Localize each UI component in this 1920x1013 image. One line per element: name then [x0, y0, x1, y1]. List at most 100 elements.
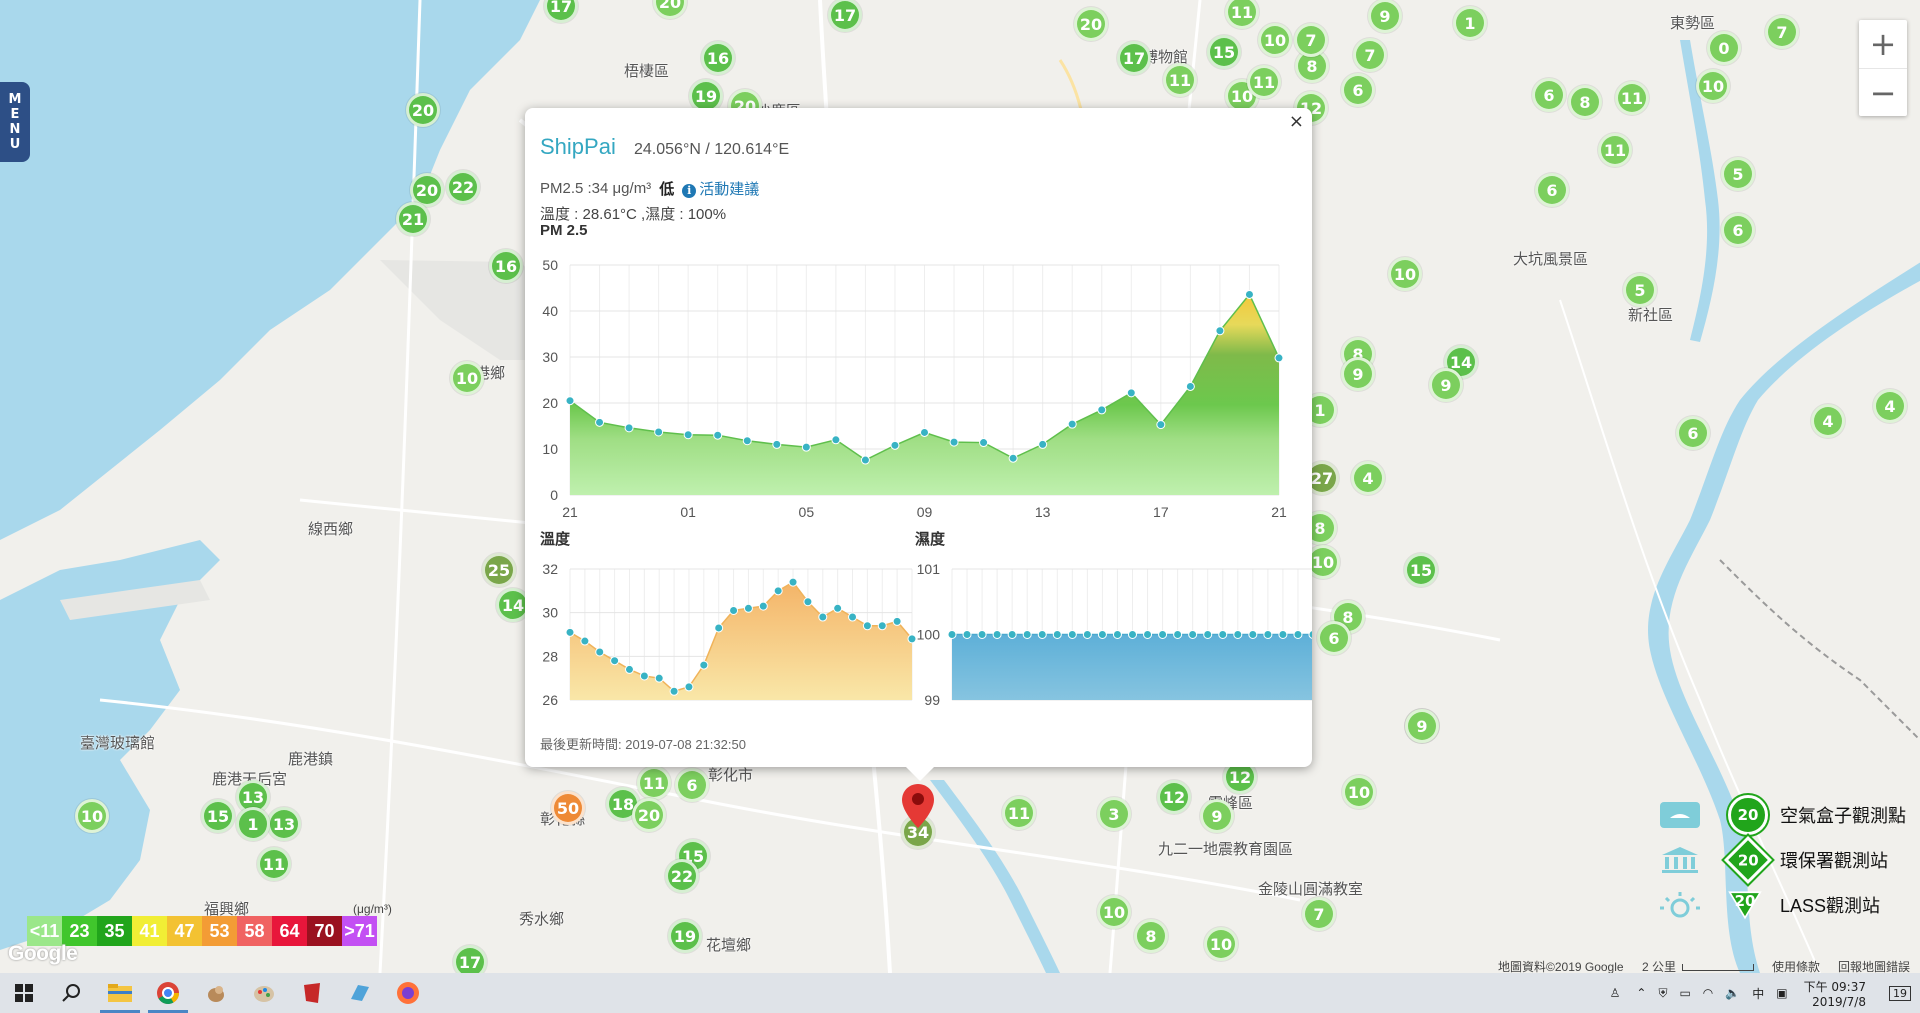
chrome-icon[interactable] [144, 973, 192, 1013]
windows-start-icon[interactable] [0, 973, 48, 1013]
file-explorer-icon[interactable] [96, 973, 144, 1013]
data-point [1067, 419, 1077, 429]
station-marker[interactable]: 20 [406, 93, 440, 127]
activity-advice-link[interactable]: i 活動建議 [682, 178, 759, 199]
station-marker[interactable]: 11 [1002, 796, 1036, 830]
station-marker[interactable]: 8 [1295, 49, 1329, 83]
station-marker[interactable]: 16 [701, 41, 735, 75]
station-marker[interactable]: 6 [1317, 621, 1351, 655]
station-marker[interactable]: 7 [1765, 15, 1799, 49]
station-marker[interactable]: 19 [668, 919, 702, 953]
zoom-out-button[interactable]: − [1859, 68, 1907, 117]
station-marker[interactable]: 13 [267, 807, 301, 841]
station-marker[interactable]: 11 [257, 847, 291, 881]
station-marker[interactable]: 17 [1117, 41, 1151, 75]
app-red-icon[interactable] [288, 973, 336, 1013]
show-hidden-icons-icon[interactable]: ⌃ [1636, 986, 1647, 1000]
station-marker[interactable]: 9 [1368, 0, 1402, 33]
station-marker[interactable]: 1 [1453, 6, 1487, 40]
station-marker[interactable]: 6 [1341, 73, 1375, 107]
station-marker[interactable]: 15 [1207, 35, 1241, 69]
station-marker[interactable]: 10 [1696, 69, 1730, 103]
station-marker[interactable]: 6 [1535, 173, 1569, 207]
close-popup-button[interactable]: × [1288, 111, 1304, 132]
station-marker[interactable]: 16 [489, 249, 523, 283]
station-marker[interactable]: 10 [1388, 257, 1422, 291]
x-tick-label: 05 [799, 504, 815, 520]
search-icon[interactable] [48, 973, 96, 1013]
station-marker[interactable]: 11 [1225, 0, 1259, 29]
station-marker[interactable]: 9 [1405, 709, 1439, 743]
action-center-icon[interactable]: 19 [1880, 985, 1920, 1001]
station-marker[interactable]: 6 [1532, 78, 1566, 112]
station-marker[interactable]: 6 [675, 768, 709, 802]
battery-icon[interactable]: ▭ [1679, 986, 1691, 1000]
station-marker[interactable]: 0 [1707, 31, 1741, 65]
station-marker[interactable]: 22 [446, 170, 480, 204]
station-marker[interactable]: 9 [1200, 799, 1234, 833]
station-marker[interactable]: 6 [1676, 416, 1710, 450]
station-marker[interactable]: 7 [1353, 38, 1387, 72]
station-marker[interactable]: 4 [1811, 404, 1845, 438]
station-marker[interactable]: 10 [75, 799, 109, 833]
station-marker[interactable]: 20 [1074, 7, 1108, 41]
station-marker[interactable]: 20 [632, 798, 666, 832]
security-icon[interactable]: ⛨ [1658, 985, 1668, 1000]
station-marker[interactable]: 8 [1134, 919, 1168, 953]
station-marker[interactable]: 21 [396, 202, 430, 236]
firefox-icon[interactable] [384, 973, 432, 1013]
station-marker[interactable]: 15 [1404, 553, 1438, 587]
station-marker[interactable]: 5 [1721, 157, 1755, 191]
report-map-error-link[interactable]: 回報地圖錯誤 [1838, 960, 1911, 974]
station-marker[interactable]: 8 [1568, 85, 1602, 119]
app-bird-icon[interactable] [192, 973, 240, 1013]
x-tick-label: 21 [562, 504, 578, 520]
temperature-chart: 26 28 30 32 [542, 561, 917, 708]
y-tick-label: 99 [924, 692, 940, 708]
station-marker[interactable]: 11 [637, 766, 671, 800]
selected-location-pin-icon[interactable] [902, 784, 934, 832]
station-marker[interactable]: 12 [1157, 780, 1191, 814]
wifi-icon[interactable]: ◠ [1702, 986, 1714, 1000]
station-marker[interactable]: 7 [1302, 897, 1336, 931]
station-marker[interactable]: 17 [828, 0, 862, 32]
station-marker[interactable]: 15 [201, 799, 235, 833]
station-marker[interactable]: 9 [1429, 368, 1463, 402]
app-blue-icon[interactable] [336, 973, 384, 1013]
station-marker[interactable]: 10 [1258, 23, 1292, 57]
menu-tab[interactable]: M E N U [0, 82, 30, 162]
station-marker[interactable]: 17 [544, 0, 578, 23]
station-marker[interactable]: 50 [551, 791, 585, 825]
clock[interactable]: 下午 09:37 2019/7/8 [1804, 978, 1866, 1009]
station-marker[interactable]: 10 [1204, 927, 1238, 961]
station-marker[interactable]: 7 [1294, 23, 1328, 57]
station-marker[interactable]: 1 [236, 807, 270, 841]
station-marker[interactable]: 4 [1873, 389, 1907, 423]
y-tick-label: 100 [917, 627, 941, 643]
station-marker[interactable]: 10 [450, 361, 484, 395]
station-marker[interactable]: 4 [1351, 461, 1385, 495]
app-paint-icon[interactable] [240, 973, 288, 1013]
ime-indicator[interactable]: 中 [1752, 986, 1765, 1001]
station-marker[interactable]: 17 [453, 945, 487, 973]
station-marker[interactable]: 14 [496, 588, 530, 622]
station-marker[interactable]: 3 [1097, 797, 1131, 831]
station-marker[interactable]: 25 [482, 553, 516, 587]
input-method-icon[interactable]: ▣ [1776, 986, 1788, 1000]
data-point [684, 682, 694, 692]
volume-icon[interactable]: 🔈 [1725, 986, 1741, 1000]
station-marker[interactable]: 10 [1342, 775, 1376, 809]
station-marker[interactable]: 11 [1247, 65, 1281, 99]
people-icon[interactable]: ♙ [1609, 986, 1621, 1000]
station-marker[interactable]: 6 [1721, 213, 1755, 247]
zoom-in-button[interactable]: + [1869, 25, 1897, 63]
station-marker[interactable]: 11 [1163, 63, 1197, 97]
station-marker[interactable]: 11 [1615, 81, 1649, 115]
station-marker[interactable]: 9 [1341, 357, 1375, 391]
terms-link[interactable]: 使用條款 [1772, 960, 1821, 974]
station-marker[interactable]: 20 [410, 173, 444, 207]
station-marker[interactable]: 11 [1598, 133, 1632, 167]
station-marker[interactable]: 5 [1623, 273, 1657, 307]
station-marker[interactable]: 22 [665, 859, 699, 893]
station-marker[interactable]: 10 [1097, 895, 1131, 929]
